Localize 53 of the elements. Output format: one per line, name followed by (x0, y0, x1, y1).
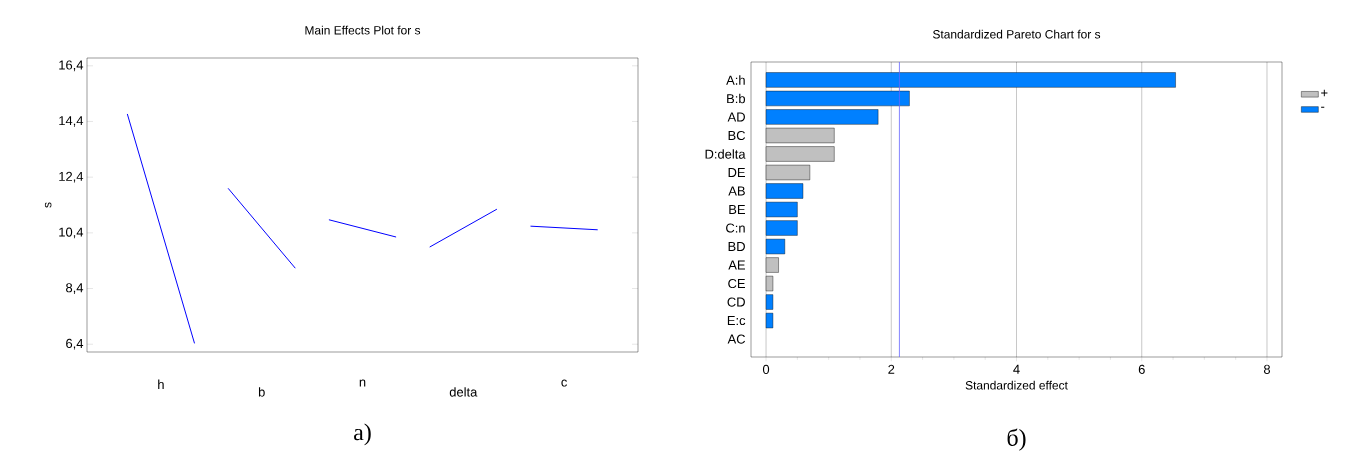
bar (765, 127, 835, 144)
x-tick-label: delta (449, 387, 478, 397)
legend-label: + (1321, 89, 1328, 97)
bar (765, 72, 1176, 88)
text: а) (354, 423, 371, 446)
chart-title: Main Effects Plot for s (305, 25, 421, 35)
x-tick-label: 2 (888, 364, 895, 374)
bar (765, 220, 798, 236)
x-tick-label: b (258, 387, 265, 397)
y-tick-label: 14,4 (59, 116, 84, 127)
x-tick-label: 6 (1138, 364, 1145, 374)
bar (765, 90, 910, 107)
bar (765, 164, 811, 181)
y-tick-label: 16,4 (59, 60, 84, 72)
y-tick-label: A:h (726, 75, 745, 85)
x-axis-title: Standardized effect (965, 380, 1068, 390)
y-tick-label: E:c (727, 316, 746, 326)
y-tick-label: BD (728, 242, 745, 251)
bar (765, 275, 774, 292)
y-axis-title: s (44, 202, 52, 208)
chart-title: Standardized Pareto Chart for s (932, 29, 1101, 39)
y-tick-label: C:n (726, 223, 745, 233)
bar (765, 294, 774, 310)
y-tick-label: B:b (727, 93, 746, 104)
y-tick-label: 10,4 (59, 227, 84, 239)
x-tick-label: c (561, 379, 567, 387)
text: б) (1007, 428, 1026, 451)
y-tick-label: CD (727, 297, 745, 307)
bar (765, 257, 779, 273)
y-tick-label: D:delta (705, 149, 746, 159)
y-tick-label: AC (727, 334, 746, 344)
bar (765, 238, 786, 255)
bar (765, 109, 879, 125)
y-tick-label: BE (729, 205, 745, 214)
y-tick-label: DE (728, 168, 745, 177)
y-tick-label: BC (728, 130, 746, 141)
y-tick-label: AE (728, 260, 745, 270)
bar (765, 312, 774, 329)
x-tick-label: 0 (762, 364, 770, 374)
y-tick-label: CE (728, 278, 745, 289)
bar (765, 183, 804, 199)
y-tick-label: 6,4 (66, 338, 84, 350)
y-tick-label: AB (728, 186, 745, 196)
bar (765, 201, 798, 218)
bar (765, 146, 835, 162)
x-tick-label: h (158, 379, 164, 389)
y-tick-label: 12,4 (59, 171, 84, 183)
x-tick-label: 8 (1263, 364, 1271, 374)
x-tick-label: n (359, 379, 366, 387)
x-tick-label: 4 (1013, 364, 1020, 374)
y-tick-label: 8,4 (66, 283, 84, 294)
legend-label: - (1321, 106, 1325, 108)
y-tick-label: AD (727, 112, 745, 122)
